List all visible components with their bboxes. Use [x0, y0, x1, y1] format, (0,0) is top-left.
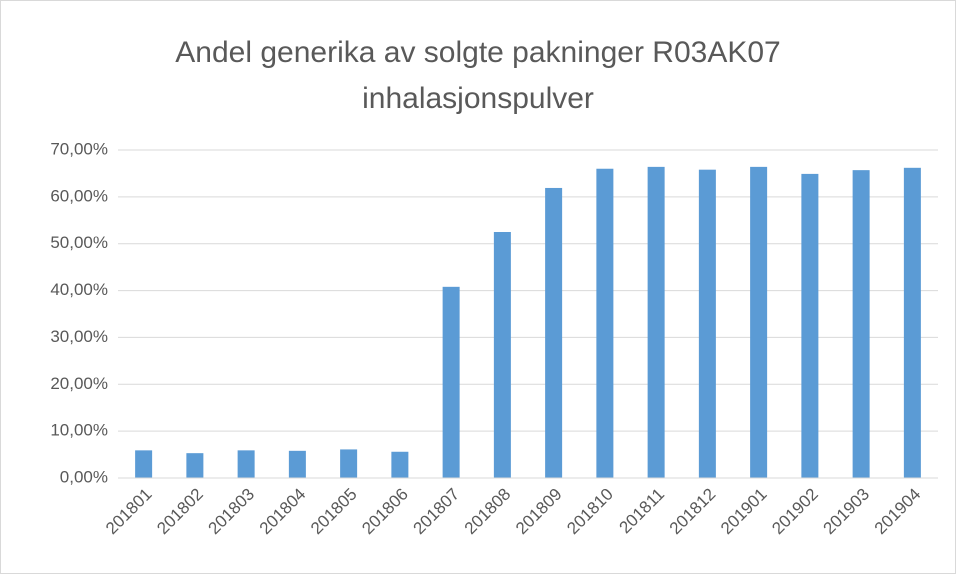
bar	[135, 450, 153, 478]
y-tick-label: 60,00%	[50, 186, 108, 205]
y-tick-label: 40,00%	[50, 280, 108, 299]
y-tick-label: 0,00%	[60, 467, 108, 486]
bar	[442, 286, 460, 478]
bar	[186, 453, 204, 478]
y-tick-label: 10,00%	[50, 421, 108, 440]
bar	[903, 167, 921, 478]
bar	[596, 168, 614, 478]
y-tick-label: 50,00%	[50, 233, 108, 252]
y-tick-label: 70,00%	[50, 139, 108, 158]
bar	[801, 173, 819, 478]
bar	[750, 166, 768, 478]
bar	[340, 449, 358, 478]
bar	[545, 187, 563, 478]
y-tick-label: 20,00%	[50, 374, 108, 393]
bar	[852, 170, 870, 479]
y-tick-label: 30,00%	[50, 327, 108, 346]
bar	[237, 450, 255, 478]
bar	[288, 450, 306, 478]
bar	[698, 169, 716, 478]
bar	[647, 166, 665, 478]
bar	[391, 451, 409, 478]
chart-title: Andel generika av solgte pakninger R03AK…	[175, 36, 781, 115]
bar	[493, 232, 511, 478]
